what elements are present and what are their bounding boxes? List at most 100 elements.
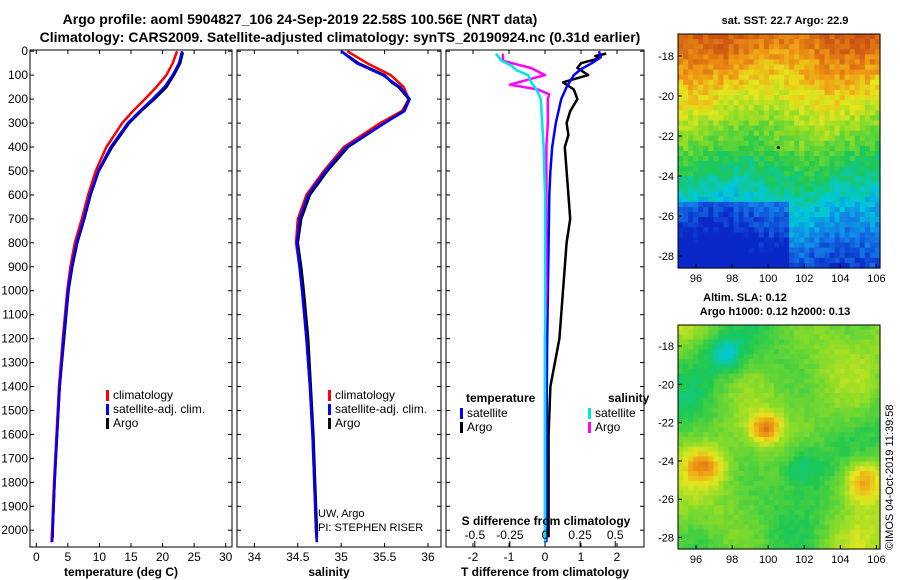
map-cell bbox=[728, 201, 735, 208]
map-cell bbox=[804, 95, 810, 101]
map-cell bbox=[824, 446, 831, 453]
map-cell bbox=[849, 529, 856, 535]
map-cell bbox=[849, 105, 856, 111]
map-cell bbox=[693, 89, 699, 96]
map-cell bbox=[773, 510, 780, 516]
map-cell bbox=[718, 373, 725, 380]
map-cell bbox=[834, 79, 841, 86]
map-cell bbox=[678, 446, 684, 453]
map-cell bbox=[844, 466, 851, 472]
map-cell bbox=[733, 115, 740, 122]
map-cell bbox=[718, 344, 725, 350]
map-cell bbox=[814, 95, 820, 101]
map-cell bbox=[874, 115, 881, 122]
map-cell bbox=[829, 514, 836, 521]
map-cell bbox=[713, 181, 719, 188]
map-cell bbox=[824, 140, 831, 147]
map-cell bbox=[859, 519, 866, 526]
map-cell bbox=[859, 334, 866, 341]
map-cell bbox=[789, 130, 795, 137]
map-cell bbox=[693, 247, 699, 254]
map-cell bbox=[789, 125, 795, 132]
map-cell bbox=[834, 161, 841, 167]
map-cell bbox=[824, 222, 831, 228]
map-x-tick-label: 102 bbox=[795, 273, 813, 285]
map-cell bbox=[763, 227, 770, 233]
map-cell bbox=[809, 500, 815, 506]
map-cell bbox=[864, 466, 871, 472]
map-cell bbox=[693, 446, 699, 453]
map-cell bbox=[688, 227, 694, 233]
map-cell bbox=[839, 191, 846, 198]
map-cell bbox=[809, 54, 815, 61]
map-cell bbox=[789, 519, 795, 526]
map-cell bbox=[814, 378, 820, 385]
map-cell bbox=[874, 378, 881, 385]
map-cell bbox=[794, 407, 800, 414]
map-cell bbox=[758, 171, 765, 178]
map-cell bbox=[683, 257, 689, 264]
map-cell bbox=[718, 110, 725, 116]
map-cell bbox=[748, 196, 755, 203]
map-cell bbox=[819, 140, 826, 147]
map-cell bbox=[688, 145, 694, 152]
map-cell bbox=[794, 495, 800, 501]
map-cell bbox=[743, 475, 750, 482]
map-cell bbox=[733, 140, 740, 147]
map-cell bbox=[773, 412, 780, 419]
map-cell bbox=[814, 539, 820, 545]
map-cell bbox=[839, 181, 846, 188]
map-cell bbox=[794, 84, 800, 91]
map-cell bbox=[693, 519, 699, 526]
map-cell bbox=[733, 166, 740, 172]
map-cell bbox=[829, 510, 836, 516]
map-cell bbox=[859, 534, 866, 540]
map-cell bbox=[804, 262, 810, 269]
map-cell bbox=[834, 222, 841, 228]
map-cell bbox=[869, 59, 876, 66]
y-tick-label: 1700 bbox=[1, 451, 28, 465]
map-cell bbox=[678, 441, 684, 448]
map-cell bbox=[693, 237, 699, 244]
map-cell bbox=[794, 539, 800, 545]
map-cell bbox=[849, 407, 856, 414]
map-cell bbox=[743, 176, 750, 183]
map-cell bbox=[748, 54, 755, 61]
map-cell bbox=[723, 329, 730, 336]
map-cell bbox=[809, 519, 815, 526]
map-cell bbox=[753, 510, 760, 516]
map-cell bbox=[784, 325, 790, 331]
map-cell bbox=[763, 534, 770, 540]
map-cell bbox=[763, 49, 770, 55]
map-cell bbox=[824, 59, 831, 66]
map-cell bbox=[743, 39, 750, 45]
map-cell bbox=[688, 359, 694, 365]
map-cell bbox=[748, 510, 755, 516]
map-cell bbox=[733, 402, 740, 409]
map-cell bbox=[779, 89, 785, 96]
map-cell bbox=[819, 100, 826, 106]
y-tick-label: 200 bbox=[8, 92, 28, 106]
map-cell bbox=[753, 388, 760, 394]
map-cell bbox=[799, 110, 805, 116]
map-cell bbox=[723, 166, 730, 172]
map-cell bbox=[713, 437, 719, 443]
map-cell bbox=[844, 110, 851, 116]
map-cell bbox=[819, 519, 826, 526]
map-cell bbox=[824, 510, 831, 516]
map-cell bbox=[733, 49, 740, 55]
map-cell bbox=[789, 510, 795, 516]
map-cell bbox=[784, 34, 790, 40]
legend-label: climatology bbox=[113, 388, 173, 402]
map-cell bbox=[728, 466, 735, 472]
map-cell bbox=[864, 475, 871, 482]
map-cell bbox=[713, 402, 719, 409]
map-cell bbox=[763, 334, 770, 341]
map-cell bbox=[723, 176, 730, 183]
map-cell bbox=[809, 74, 815, 81]
map-cell bbox=[844, 125, 851, 132]
map-cell bbox=[854, 120, 861, 127]
map-cell bbox=[708, 89, 714, 96]
map-cell bbox=[743, 432, 750, 438]
map-cell bbox=[859, 161, 866, 167]
